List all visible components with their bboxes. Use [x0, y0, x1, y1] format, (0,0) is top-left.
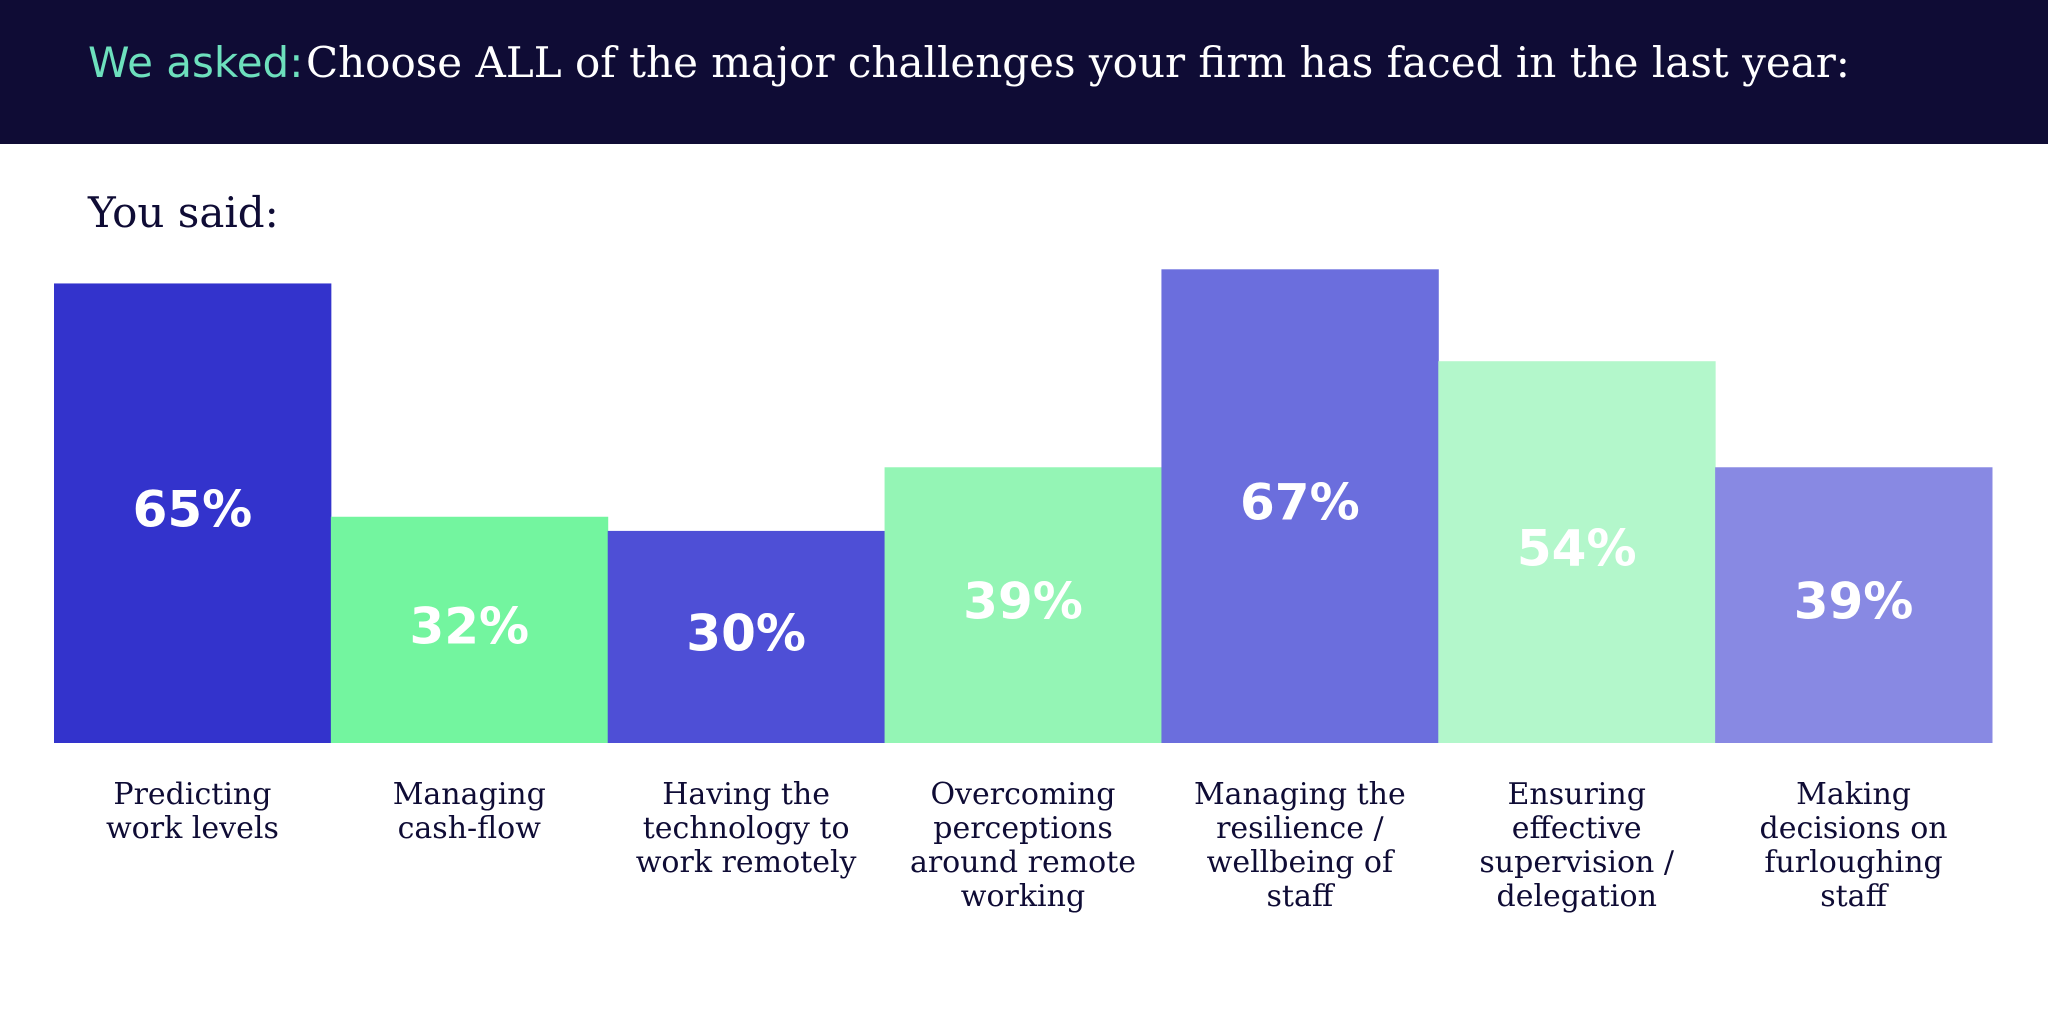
category-label: Managing the resilience / wellbeing of s…: [1193, 777, 1406, 914]
value-label: 32%: [409, 597, 529, 655]
category-label: Making decisions on furloughing staff: [1759, 777, 1948, 914]
bar: [54, 283, 332, 743]
bar: [607, 530, 886, 743]
category-label: Overcoming perceptions around remote wor…: [909, 777, 1137, 914]
header-bar: We asked: Choose ALL of the major challe…: [0, 0, 2048, 144]
value-label: 39%: [1794, 573, 1914, 631]
category-label: Managing cash-flow: [392, 777, 546, 846]
chart-title: Choose ALL of the major challenges your …: [306, 38, 1850, 87]
bar: [1715, 467, 1993, 743]
category-label: Predicting work levels: [106, 777, 279, 846]
category-label: Ensuring effective supervision / delegat…: [1479, 777, 1674, 914]
value-label: 39%: [963, 573, 1083, 631]
bar: [1438, 361, 1716, 743]
value-label: 54%: [1517, 520, 1637, 578]
category-label: Having the technology to work remotely: [635, 777, 857, 880]
value-label: 67%: [1240, 474, 1360, 532]
value-label: 30%: [686, 604, 806, 662]
bar: [330, 516, 609, 743]
bar: [884, 467, 1162, 743]
value-label: 65%: [133, 481, 253, 539]
title-lead: We asked:: [88, 38, 304, 87]
bar: [1161, 269, 1439, 743]
subtitle: You said:: [88, 188, 279, 237]
